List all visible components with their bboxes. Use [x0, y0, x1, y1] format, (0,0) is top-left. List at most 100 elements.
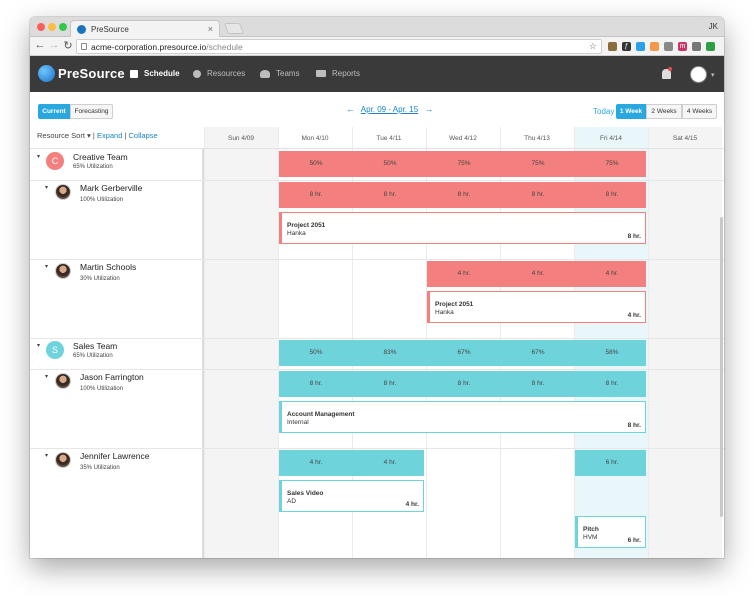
team-name[interactable]: Creative Team [73, 152, 128, 162]
browser-tab-bar: PreSource × JK [30, 17, 724, 38]
prev-week-arrow-icon[interactable]: ← [346, 104, 355, 114]
user-avatar[interactable] [690, 66, 707, 83]
ext-1-icon[interactable] [608, 42, 617, 51]
utilization-label: 100% Utilization [80, 386, 124, 392]
project-hours: 8 hr. [627, 422, 641, 429]
address-bar[interactable]: acme-corporation.presource.io/schedule ☆ [76, 39, 602, 54]
allocation-value: 75% [531, 160, 545, 167]
project-card[interactable]: Project 2051 Hanka 8 hr. [279, 212, 646, 244]
back-arrow-icon[interactable]: ← [34, 39, 46, 51]
resource-name[interactable]: Mark Gerberville [80, 183, 143, 193]
collapse-caret-icon[interactable]: ▾ [45, 374, 49, 380]
allocation-bar[interactable]: 4 hr. 4 hr. [279, 450, 424, 476]
collapse-caret-icon[interactable]: ▾ [45, 453, 49, 459]
collapse-link[interactable]: Collapse [128, 131, 158, 140]
bookmark-star-icon[interactable]: ☆ [588, 41, 597, 51]
range-4-weeks[interactable]: 4 Weeks [682, 104, 717, 119]
forward-arrow-icon[interactable]: → [48, 39, 60, 51]
allocation-value: 8 hr. [531, 191, 545, 198]
reload-icon[interactable]: ↻ [63, 40, 73, 52]
today-button[interactable]: Today [593, 107, 615, 116]
range-2-weeks[interactable]: 2 Weeks [646, 104, 682, 119]
bell-icon[interactable] [662, 69, 671, 79]
new-tab-button[interactable] [223, 23, 245, 34]
collapse-caret-icon[interactable]: ▾ [45, 185, 49, 191]
resource-list: ▾ C Creative Team 65% Utilization ▾ Mark Gerb… [30, 149, 204, 558]
nav-reports[interactable]: Reports [316, 69, 360, 78]
team-utilization-bar[interactable]: 50% 50% 75% 75% 75% [279, 151, 646, 177]
people-icon [260, 69, 270, 78]
collapse-caret-icon[interactable]: ▾ [45, 264, 49, 270]
minimize-window-button[interactable] [48, 23, 56, 31]
project-card[interactable]: Account Management Internal 8 hr. [279, 401, 646, 433]
row-divider [30, 180, 724, 181]
chevron-down-icon[interactable]: ▾ [711, 72, 715, 79]
resource-name[interactable]: Martin Schools [80, 262, 137, 272]
nav-resources[interactable]: Resources [193, 69, 245, 78]
project-card[interactable]: Sales Video AD 4 hr. [279, 480, 424, 512]
tab-close-icon[interactable]: × [207, 24, 213, 34]
allocation-value: 4 hr. [383, 459, 397, 466]
ext-5-icon[interactable] [664, 42, 673, 51]
close-window-button[interactable] [37, 23, 45, 31]
app-header: PreSource Schedule Resources Teams Repor… [30, 56, 724, 92]
collapse-caret-icon[interactable]: ▾ [37, 343, 41, 349]
allocation-value: 4 hr. [531, 270, 545, 277]
resource-sort-dropdown[interactable]: Resource Sort [37, 131, 85, 140]
row-divider [30, 338, 724, 339]
nav-teams[interactable]: Teams [260, 69, 300, 78]
next-week-arrow-icon[interactable]: → [424, 104, 434, 114]
team-name[interactable]: Sales Team [73, 341, 118, 351]
url-path: /schedule [206, 42, 243, 52]
resource-name[interactable]: Jason Farrington [80, 372, 144, 382]
project-title: Project 2051 [435, 301, 474, 308]
allocation-value: 4 hr. [457, 270, 471, 277]
allocation-bar[interactable]: 4 hr. 4 hr. 4 hr. [427, 261, 646, 287]
date-range-nav: ← Apr. 09 - Apr. 15 → [342, 104, 437, 114]
sort-row: Resource Sort ▾ | Expand | Collapse [37, 131, 158, 140]
day-header: Tue 4/11 [376, 135, 402, 142]
utilization-label: 100% Utilization [80, 197, 124, 203]
ext-8-icon[interactable] [706, 42, 715, 51]
allocation-bar[interactable]: 8 hr. 8 hr. 8 hr. 8 hr. 8 hr. [279, 182, 646, 208]
ext-7-icon[interactable] [692, 42, 701, 51]
team-utilization-bar[interactable]: 50% 83% 67% 67% 58% [279, 340, 646, 366]
collapse-caret-icon[interactable]: ▾ [37, 154, 41, 160]
allocation-value: 75% [605, 160, 619, 167]
notification-dot [668, 67, 672, 71]
presource-logo-icon[interactable] [38, 65, 55, 82]
day-header: Thu 4/13 [524, 135, 550, 142]
date-range-label[interactable]: Apr. 09 - Apr. 15 [360, 105, 419, 114]
allocation-value: 67% [531, 349, 545, 356]
allocation-bar[interactable]: 8 hr. 8 hr. 8 hr. 8 hr. 8 hr. [279, 371, 646, 397]
ext-6-icon[interactable]: m [678, 42, 687, 51]
tab-current[interactable]: Current [38, 104, 70, 119]
project-title: Account Management [287, 411, 355, 418]
calendar-icon [130, 69, 138, 78]
allocation-value: 8 hr. [457, 380, 471, 387]
allocation-value: 4 hr. [605, 270, 619, 277]
day-header: Sun 4/09 [227, 135, 255, 142]
browser-toolbar: ← → ↻ acme-corporation.presource.io/sche… [30, 37, 724, 56]
range-1-week[interactable]: 1 Week [616, 104, 646, 119]
scrollbar[interactable] [720, 217, 723, 517]
chevron-down-icon[interactable]: ▾ [87, 131, 91, 140]
utilization-label: 35% Utilization [80, 465, 120, 471]
browser-tab[interactable]: PreSource × [70, 20, 220, 38]
project-card[interactable]: Pitch HVM 6 hr. [575, 516, 646, 548]
ext-2-icon[interactable]: ƒ [622, 42, 631, 51]
ext-3-icon[interactable] [636, 42, 645, 51]
project-hours: 8 hr. [627, 233, 641, 240]
nav-schedule[interactable]: Schedule [130, 69, 180, 78]
zoom-window-button[interactable] [59, 23, 67, 31]
ext-4-icon[interactable] [650, 42, 659, 51]
logo-text[interactable]: PreSource [58, 66, 125, 81]
allocation-bar[interactable]: 6 hr. [575, 450, 646, 476]
resource-name[interactable]: Jennifer Lawrence [80, 451, 150, 461]
utilization-label: 30% Utilization [80, 276, 120, 282]
separator: | [124, 131, 127, 140]
expand-link[interactable]: Expand [96, 131, 123, 140]
tab-forecasting[interactable]: Forecasting [70, 104, 113, 119]
profile-initials[interactable]: JK [708, 22, 718, 31]
project-card[interactable]: Project 2051 Hanka 4 hr. [427, 291, 646, 323]
